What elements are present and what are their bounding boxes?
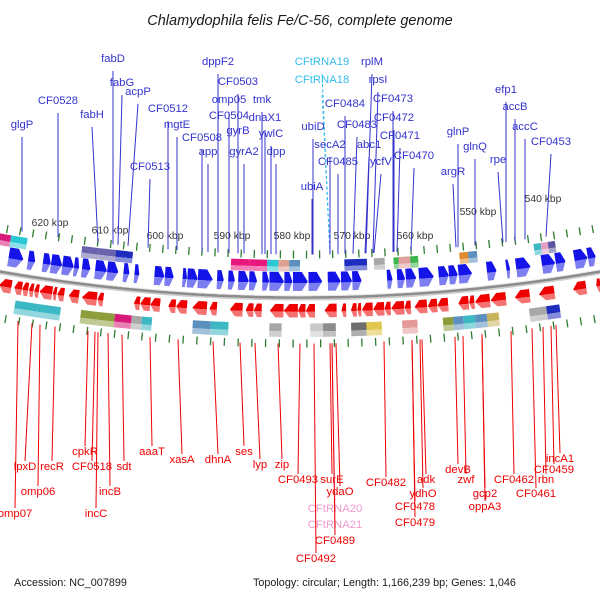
svg-text:560 kbp: 560 kbp [397,231,434,242]
svg-text:incA1: incA1 [546,453,574,465]
svg-text:CF0453: CF0453 [531,136,571,148]
svg-text:secA2: secA2 [314,139,345,151]
svg-text:CF0482: CF0482 [366,477,406,489]
svg-text:rpsI: rpsI [369,74,388,86]
svg-text:efp1: efp1 [495,84,517,96]
svg-text:glgP: glgP [11,119,34,131]
svg-text:CF0472: CF0472 [374,112,414,124]
svg-text:ubiD: ubiD [301,121,324,133]
svg-text:CF0513: CF0513 [130,161,170,173]
svg-text:CF0459: CF0459 [534,464,574,476]
svg-text:omp06: omp06 [21,486,56,498]
svg-text:accB: accB [502,101,527,113]
svg-text:lyp: lyp [253,459,267,471]
svg-text:ywlC: ywlC [259,128,283,140]
svg-text:620 kbp: 620 kbp [32,218,69,229]
svg-text:ses: ses [235,446,253,458]
svg-text:dppF2: dppF2 [202,56,234,68]
svg-text:argR: argR [441,166,466,178]
svg-text:lpxD: lpxD [14,461,37,473]
svg-text:ycfV: ycfV [370,156,392,168]
svg-text:dhnA: dhnA [205,454,232,466]
svg-text:ydhO: ydhO [409,488,436,500]
svg-text:CF0479: CF0479 [395,517,435,529]
svg-text:CF0492: CF0492 [296,553,336,565]
svg-text:CF0483: CF0483 [337,119,377,131]
svg-text:omp07: omp07 [0,508,32,520]
svg-text:oppA3: oppA3 [469,501,502,513]
svg-text:glnP: glnP [447,126,470,138]
svg-text:acpP: acpP [125,86,151,98]
svg-text:dpp: dpp [267,146,286,158]
svg-text:zip: zip [275,459,289,471]
svg-text:600 kbp: 600 kbp [147,231,184,242]
svg-text:540 kbp: 540 kbp [525,194,562,205]
svg-text:CFtRNA19: CFtRNA19 [295,56,350,68]
svg-text:surE: surE [320,474,344,486]
svg-text:CF0471: CF0471 [380,130,420,142]
svg-text:rplM: rplM [361,56,383,68]
svg-text:adk: adk [417,474,436,486]
svg-text:CF0484: CF0484 [325,98,365,110]
svg-text:CF0462: CF0462 [494,474,534,486]
svg-text:CF0528: CF0528 [38,95,78,107]
svg-text:590 kbp: 590 kbp [214,231,251,242]
svg-text:CF0508: CF0508 [182,132,222,144]
svg-text:tmk: tmk [253,94,272,106]
svg-text:fabD: fabD [101,53,125,65]
svg-text:CF0470: CF0470 [394,150,434,162]
svg-text:mgtE: mgtE [164,119,191,131]
svg-text:app: app [199,146,218,158]
svg-text:omp05: omp05 [212,94,247,106]
svg-text:gyrB: gyrB [226,125,249,137]
svg-text:incB: incB [99,486,121,498]
svg-text:CF0503: CF0503 [218,76,258,88]
svg-text:dnaX1: dnaX1 [249,112,282,124]
svg-text:accC: accC [512,121,538,133]
svg-text:ubiA: ubiA [301,181,324,193]
svg-text:fabH: fabH [80,109,104,121]
svg-text:CFtRNA18: CFtRNA18 [295,74,350,86]
svg-text:aaaT: aaaT [139,446,165,458]
svg-text:glnQ: glnQ [463,141,487,153]
svg-text:CF0489: CF0489 [315,535,355,547]
svg-text:550 kbp: 550 kbp [460,207,497,218]
svg-text:CF0473: CF0473 [373,93,413,105]
svg-text:cpkR: cpkR [72,446,98,458]
svg-text:CF0485: CF0485 [318,156,358,168]
svg-text:CF0493: CF0493 [278,474,318,486]
svg-text:rpe: rpe [490,154,506,166]
svg-text:580 kbp: 580 kbp [274,231,311,242]
svg-text:abc1: abc1 [357,139,382,151]
svg-text:sdt: sdt [116,461,132,473]
svg-text:CF0518: CF0518 [72,461,112,473]
svg-text:xasA: xasA [169,454,195,466]
svg-text:recR: recR [40,461,64,473]
svg-text:zwf: zwf [458,474,476,486]
svg-text:CF0504: CF0504 [209,110,249,122]
svg-text:ydaO: ydaO [326,486,353,498]
svg-text:gyrA2: gyrA2 [229,146,259,158]
svg-text:CF0512: CF0512 [148,103,188,115]
svg-text:incC: incC [85,508,108,520]
svg-text:CF0461: CF0461 [516,488,556,500]
